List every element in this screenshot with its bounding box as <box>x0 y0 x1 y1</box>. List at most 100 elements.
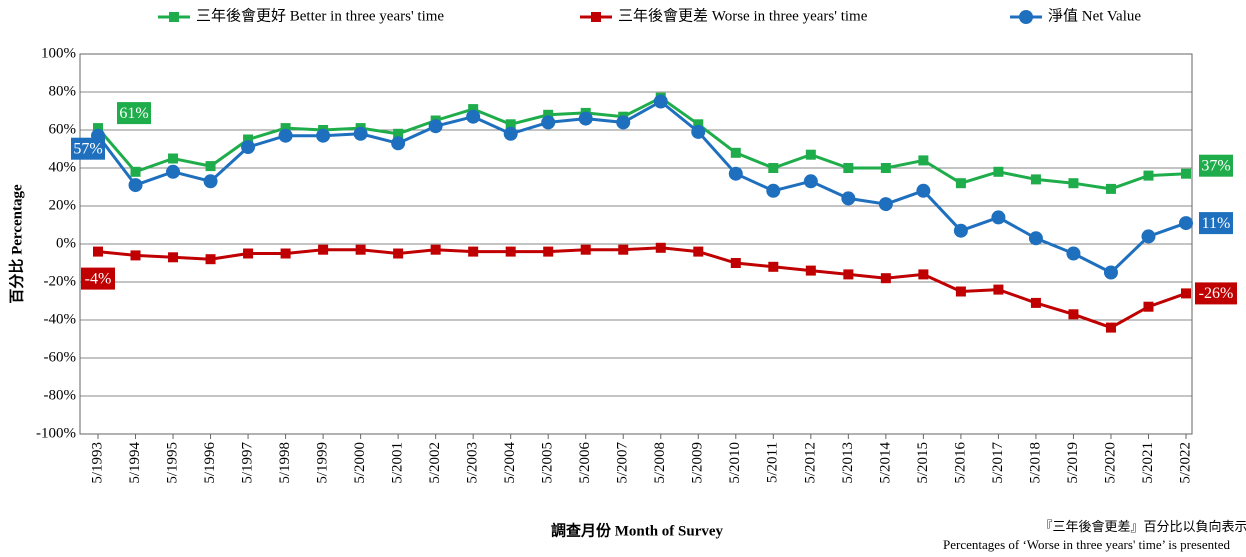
point <box>168 153 179 164</box>
data-label-box <box>81 267 115 290</box>
point <box>503 126 518 141</box>
point <box>1179 216 1193 231</box>
point <box>580 244 591 255</box>
x-tick-label: 5/2013 <box>840 442 856 484</box>
point <box>130 166 141 177</box>
point <box>1030 297 1041 308</box>
y-tick-label: -60% <box>44 349 77 365</box>
point <box>541 115 556 130</box>
point <box>393 128 404 139</box>
point <box>841 191 856 206</box>
point <box>768 261 779 272</box>
x-tick-label: 5/1994 <box>127 442 143 484</box>
x-tick-label: 5/1998 <box>277 442 293 484</box>
point <box>1105 183 1116 194</box>
point <box>130 250 141 261</box>
y-tick-label: -80% <box>44 387 77 403</box>
x-tick-label: 5/2012 <box>802 442 818 484</box>
point <box>543 109 554 120</box>
x-tick-label: 5/2019 <box>1065 442 1081 484</box>
x-tick-label: 5/2007 <box>615 442 631 484</box>
point <box>168 252 179 263</box>
point <box>280 248 291 259</box>
point <box>805 149 816 160</box>
point <box>318 244 329 255</box>
x-tick-label: 5/2009 <box>690 442 706 484</box>
point <box>578 111 593 126</box>
point <box>991 210 1006 225</box>
x-tick-label: 5/2001 <box>390 442 406 484</box>
x-tick-label: 5/2005 <box>540 442 556 484</box>
y-tick-label: 20% <box>49 197 77 213</box>
note: Percentages of ‘Worse in three years' ti… <box>943 537 1230 552</box>
y-tick-label: -40% <box>44 311 77 327</box>
y-tick-label: 40% <box>49 159 77 175</box>
point <box>243 134 254 145</box>
x-tick-label: 5/2016 <box>952 442 968 484</box>
x-tick-label: 5/1996 <box>202 442 218 484</box>
point <box>616 115 631 130</box>
point <box>918 269 929 280</box>
data-label-box <box>1195 282 1237 305</box>
point <box>805 265 816 276</box>
series-line <box>96 95 1187 191</box>
x-tick-label: 5/2004 <box>502 442 518 484</box>
point <box>391 136 406 151</box>
point <box>693 246 704 257</box>
x-tick-label: 5/2018 <box>1027 442 1043 484</box>
point <box>1143 301 1154 312</box>
y-tick-label: 60% <box>49 121 77 137</box>
point <box>428 119 443 134</box>
point <box>655 242 666 253</box>
legend-marker <box>591 12 601 22</box>
point <box>768 163 779 173</box>
point <box>203 174 218 189</box>
x-tick-label: 5/2006 <box>577 442 593 484</box>
y-tick-label: -100% <box>36 425 76 441</box>
point <box>918 155 929 166</box>
x-tick-label: 5/2002 <box>427 442 443 484</box>
point <box>878 197 893 212</box>
data-label-box <box>71 137 105 160</box>
point <box>691 124 706 139</box>
legend-label: 淨值 Net Value <box>1048 7 1141 24</box>
x-tick-label: 5/2020 <box>1102 442 1118 484</box>
point <box>1181 288 1191 299</box>
point <box>766 183 781 198</box>
point <box>355 244 366 255</box>
data-label: 11% <box>1202 215 1231 232</box>
point <box>1103 265 1118 280</box>
point <box>993 166 1004 177</box>
point <box>316 128 331 143</box>
plot-border <box>79 53 1193 435</box>
point <box>93 246 103 257</box>
point <box>205 254 216 265</box>
x-tick-label: 5/2011 <box>765 442 781 483</box>
x-axis-label: 調查月份 Month of Survey <box>551 521 724 539</box>
point <box>205 161 216 172</box>
point <box>728 166 743 181</box>
legend-marker <box>169 12 179 22</box>
point <box>280 123 291 134</box>
y-tick-label: 100% <box>41 45 76 61</box>
point <box>843 163 854 173</box>
point <box>916 183 931 198</box>
point <box>468 246 479 257</box>
point <box>1181 168 1191 179</box>
y-tick-label: 80% <box>49 83 77 99</box>
point <box>166 164 181 179</box>
point <box>393 248 404 259</box>
x-tick-label: 5/2010 <box>727 442 743 484</box>
point <box>843 269 854 280</box>
point <box>1105 322 1116 333</box>
x-tick-label: 5/2008 <box>652 442 668 484</box>
point <box>243 248 254 259</box>
x-tick-label: 5/2000 <box>352 442 368 484</box>
legend-label: 三年後會更好 Better in three years' time <box>196 7 444 24</box>
point <box>128 178 143 193</box>
point <box>505 246 516 257</box>
point <box>466 109 481 124</box>
point <box>693 119 704 130</box>
data-label-box <box>1199 154 1233 177</box>
point <box>803 174 818 189</box>
